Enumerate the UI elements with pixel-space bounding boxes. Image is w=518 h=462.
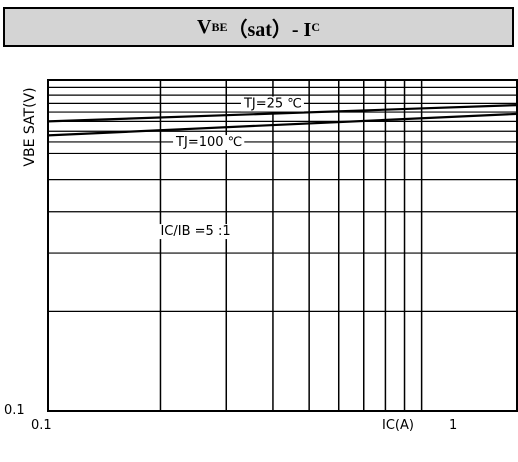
y-tick-label: 0.1 <box>4 403 25 418</box>
ratio-annotation-bg <box>158 224 233 240</box>
plot-frame <box>47 79 518 412</box>
title-sub-c: C <box>311 19 321 34</box>
x-tick-label: 1 <box>449 418 457 433</box>
title-mid: （sat）- I <box>227 18 312 41</box>
series-line-tj100 <box>47 112 518 137</box>
title-v: V <box>196 15 212 38</box>
series-layer <box>47 104 518 137</box>
series-label-tj25-bg <box>240 96 304 112</box>
x-axis-label: IC(A) <box>382 418 414 433</box>
title-sub-be: BE <box>211 19 228 34</box>
series-line-tj25 <box>47 104 518 123</box>
ratio-annotation: IC/IB =5 :1 <box>160 224 230 239</box>
series-label-tj25: TJ=25 ℃ <box>243 97 302 112</box>
grid <box>48 80 517 411</box>
x-tick-label: 0.1 <box>31 418 52 433</box>
label-layer: TJ=25 ℃ TJ=100 ℃ IC/IB =5 :1 VBE SAT(V) 0.1 0… <box>4 87 457 433</box>
series-label-tj100: TJ=100 ℃ <box>175 135 242 150</box>
y-axis-label: VBE SAT(V) <box>22 87 38 166</box>
series-label-tj100-bg <box>173 135 245 151</box>
